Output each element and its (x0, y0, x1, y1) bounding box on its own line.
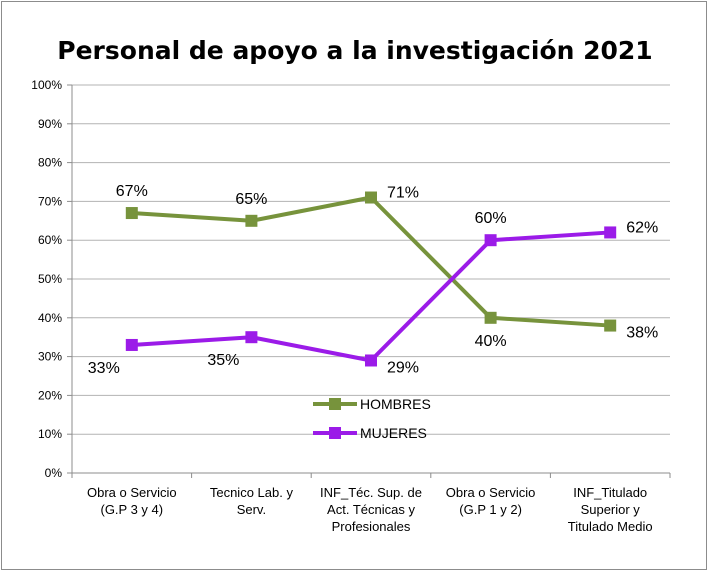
data-label-mujeres: 35% (207, 352, 239, 369)
x-category-label: INF_Téc. Sup. de Act. Técnicas y Profesion… (320, 485, 422, 534)
y-tick-label: 80% (38, 156, 62, 170)
y-tick-label: 60% (38, 233, 62, 247)
y-tick-label: 90% (38, 117, 62, 131)
x-category-label-line: Obra o Servicio (446, 485, 536, 500)
series-line-mujeres (131, 230, 611, 363)
series-line-hombres (131, 195, 611, 328)
y-tick-label: 100% (31, 78, 62, 92)
legend-label: MUJERES (360, 425, 427, 441)
data-point-hombres (365, 191, 377, 204)
x-category-label-line: Superior y (581, 502, 641, 517)
x-category-label-line: Act. Técnicas y (327, 502, 415, 517)
x-category-label-line: Tecnico Lab. y (210, 485, 294, 500)
x-category-label-line: Serv. (237, 502, 266, 517)
x-category-label: INF_Titulado Superior y Titulado Medio (568, 485, 653, 534)
data-label-hombres: 71% (387, 185, 419, 202)
x-category-label-line: (G.P 3 y 4) (100, 502, 163, 517)
x-category-label-line: INF_Téc. Sup. de (320, 485, 422, 500)
y-tick-label: 40% (38, 311, 62, 325)
data-label-hombres: 65% (235, 191, 267, 208)
x-category-label: Obra o Servicio (G.P 1 y 2) (446, 485, 536, 517)
legend-swatch-marker (329, 398, 341, 410)
data-point-hombres (245, 214, 258, 227)
data-point-hombres (125, 207, 138, 220)
data-point-hombres (604, 319, 617, 332)
legend-swatch-marker (329, 427, 341, 439)
data-label-hombres: 67% (116, 183, 148, 200)
data-point-mujeres (604, 226, 617, 239)
y-tick-label: 50% (38, 272, 62, 286)
y-tick-label: 20% (38, 388, 62, 402)
x-category-label-line: (G.P 1 y 2) (459, 502, 522, 517)
data-label-hombres: 40% (475, 333, 507, 350)
data-label-mujeres: 60% (475, 210, 507, 227)
x-category-label-line: Obra o Servicio (87, 485, 177, 500)
data-point-mujeres (365, 354, 377, 367)
data-label-mujeres: 62% (626, 219, 658, 236)
legend-label: HOMBRES (360, 396, 431, 412)
data-point-mujeres (125, 338, 138, 351)
x-category-label-line: Profesionales (332, 519, 411, 534)
data-label-hombres: 38% (626, 325, 658, 342)
data-label-mujeres: 29% (387, 359, 419, 376)
x-category-label: Obra o Servicio (G.P 3 y 4) (87, 485, 177, 517)
data-label-mujeres: 33% (88, 360, 120, 377)
x-category-label-line: INF_Titulado (573, 485, 647, 500)
y-tick-label: 0% (45, 466, 63, 480)
data-point-hombres (484, 311, 497, 324)
data-point-mujeres (484, 234, 497, 247)
y-tick-label: 10% (38, 427, 62, 441)
y-tick-label: 70% (38, 194, 62, 208)
x-category-label-line: Titulado Medio (568, 519, 653, 534)
y-tick-label: 30% (38, 350, 62, 364)
chart-title: Personal de apoyo a la investigación 202… (57, 36, 653, 65)
x-category-label: Tecnico Lab. y Serv. (210, 485, 294, 517)
data-point-mujeres (245, 331, 258, 344)
